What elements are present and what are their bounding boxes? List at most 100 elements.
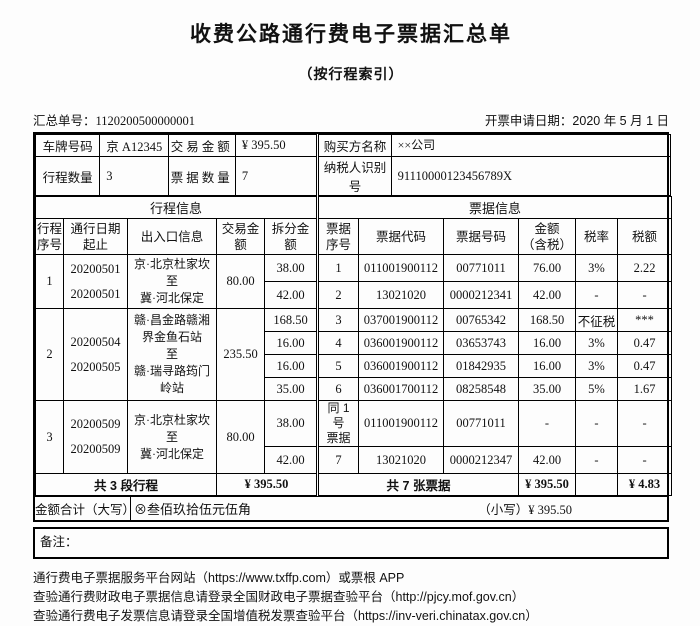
col-split-amount: 拆分金额 (264, 218, 318, 255)
footer-line-fiscal-check: 查验通行费财政电子票据信息请登录全国财政电子票据查验平台（http://pjcy… (33, 590, 525, 604)
ticket-seq: 4 (316, 331, 359, 355)
ticket-rate: 5% (575, 377, 618, 401)
total-amount-tax-incl: ¥ 395.50 (518, 473, 576, 496)
ticket-rate: - (575, 281, 618, 309)
ticket-tax: - (616, 400, 673, 447)
trip-count-value: 3 (99, 156, 169, 196)
summary-number-value: 1120200500000001 (95, 114, 196, 128)
grand-total-row: 金额合计（大写） ⊗叁佰玖拾伍元伍角 （小写）¥ 395.50 (35, 496, 667, 520)
plate-label: 车牌号码 (34, 134, 101, 157)
meta-row: 汇总单号：1120200500000001 开票申请日期：2020 年 5 月 … (33, 110, 669, 129)
grand-total-capital: ⊗叁佰玖拾伍元伍角 (134, 502, 252, 517)
ticket-number: 00771011 (443, 254, 519, 282)
table-row: 车牌号码 京 A12345 交易金额 ¥ 395.50 购买方名称 ××公司 (34, 134, 672, 157)
ticket-seq: 1 (316, 254, 359, 282)
ticket-number: 0000212347 (443, 446, 519, 474)
table-row: 2 20200504 20200505 赣·昌金路赣湘 界金鱼石站 至 赣·瑞寻… (35, 308, 673, 401)
col-tax-amount: 税额 (616, 218, 673, 255)
remark-label: 备注： (40, 535, 78, 549)
remark-box: 备注： (33, 527, 669, 559)
ticket-seq: 2 (316, 281, 359, 309)
trip-dates: 20200504 20200505 (63, 308, 128, 401)
taxid-value: 91110000123456789X (390, 156, 672, 196)
ticket-split: 38.00 (264, 400, 318, 447)
buyer-label: 购买方名称 (316, 134, 392, 157)
issue-date: 开票申请日期：2020 年 5 月 1 日 (485, 110, 669, 129)
page-subtitle: （按行程索引） (298, 66, 404, 82)
trip-date-end: 20200509 (70, 442, 121, 456)
grand-total-small: （小写）¥ 395.50 (478, 503, 572, 517)
buyer-value: ××公司 (390, 134, 672, 157)
ticket-code: 036001900112 (358, 354, 444, 378)
total-tickets: 共 7 张票据 (316, 473, 519, 496)
trips-table: 行程信息 票据信息 行程 序号 通行日期 起止 出入口信息 交易金额 拆分金额 … (35, 196, 673, 496)
ticket-amount: 168.50 (518, 308, 576, 332)
trip-date-end: 20200505 (70, 359, 121, 374)
ticket-number: 0000212341 (443, 281, 519, 309)
ticket-tax: 2.22 (616, 254, 673, 282)
ticket-code: 13021020 (358, 281, 444, 309)
plate-value: 京 A12345 (99, 134, 169, 157)
ticket-count-label: 票据数量 (167, 156, 236, 196)
ticket-tax: 0.47 (616, 331, 673, 355)
col-ticket-seq: 票据 序号 (316, 218, 359, 255)
col-amount-tax-incl: 金额 （含税） (518, 218, 576, 255)
amount-label: 交易金额 (167, 134, 236, 157)
ticket-code: 037001900112 (358, 308, 444, 332)
col-ticket-code: 票据代码 (358, 218, 444, 255)
ticket-number: 00771011 (443, 400, 519, 447)
trip-seq: 1 (35, 254, 64, 309)
ticket-number: 03653743 (443, 331, 519, 355)
ticket-seq: 3 (316, 308, 359, 332)
ticket-split: 16.00 (264, 331, 318, 355)
totals-row: 共 3 段行程 ¥ 395.50 共 7 张票据 ¥ 395.50 ¥ 4.83 (35, 473, 673, 496)
ticket-split: 42.00 (264, 446, 318, 474)
col-tax-rate: 税率 (575, 218, 618, 255)
summary-number-label: 汇总单号： (33, 114, 96, 128)
ticket-split: 16.00 (264, 354, 318, 378)
col-ticket-number: 票据号码 (443, 218, 519, 255)
trip-amount: 235.50 (216, 308, 265, 401)
ticket-seq: 5 (316, 354, 359, 378)
ticket-number: 01842935 (443, 354, 519, 378)
ticket-tax: 1.67 (616, 377, 673, 401)
column-header-row: 行程 序号 通行日期 起止 出入口信息 交易金额 拆分金额 票据 序号 票据代码… (35, 218, 673, 255)
ticket-rate: - (575, 400, 618, 447)
table-row: 3 20200509 20200509 京·北京杜家坎 至 冀·河北保定 80.… (35, 400, 673, 474)
ticket-seq: 6 (316, 377, 359, 401)
table-row: 行程数量 3 票据数量 7 纳税人识别号 91110000123456789X (34, 156, 672, 196)
trip-amount: 80.00 (216, 400, 265, 474)
trip-seq: 2 (35, 308, 64, 401)
footer-line-vat-check: 查验通行费电子发票信息请登录全国增值税发票查验平台（https://inv-ve… (33, 609, 538, 623)
grand-total-label: 金额合计（大写） (35, 497, 135, 520)
trip-date-start: 20200509 (70, 417, 121, 431)
ticket-rate: 不征税 (575, 308, 618, 332)
ticket-rate: - (575, 446, 618, 474)
section-header-row: 行程信息 票据信息 (35, 196, 673, 219)
section-trip-info: 行程信息 (35, 196, 318, 219)
issue-date-label: 开票申请日期： (484, 114, 573, 128)
summary-number: 汇总单号：1120200500000001 (33, 110, 195, 129)
ticket-amount: 35.00 (518, 377, 576, 401)
ticket-code: 011001900112 (358, 254, 444, 282)
page-title: 收费公路通行费电子票据汇总单 (190, 23, 512, 46)
trip-route: 京·北京杜家坎 至 冀·河北保定 (127, 400, 217, 474)
taxid-label: 纳税人识别号 (316, 156, 392, 196)
ticket-seq: 7 (316, 446, 359, 474)
ticket-split: 168.50 (264, 308, 318, 332)
info-table: 车牌号码 京 A12345 交易金额 ¥ 395.50 购买方名称 ××公司 行… (34, 134, 672, 196)
trip-dates: 20200509 20200509 (63, 400, 128, 474)
grand-total-body: ⊗叁佰玖拾伍元伍角 （小写）¥ 395.50 (131, 499, 667, 518)
trip-date-end: 20200501 (70, 286, 121, 301)
footer-line-platform: 通行费电子票据服务平台网站（https://www.txffp.com）或票根 … (33, 571, 405, 585)
trip-route: 京·北京杜家坎 至 冀·河北保定 (127, 254, 217, 309)
col-trip-seq: 行程 序号 (35, 218, 64, 255)
ticket-code: 036001700112 (358, 377, 444, 401)
table-row: 1 20200501 20200501 京·北京杜家坎 至 冀·河北保定 80.… (35, 254, 673, 309)
summary-table: 车牌号码 京 A12345 交易金额 ¥ 395.50 购买方名称 ××公司 行… (33, 132, 673, 522)
trip-count-label: 行程数量 (34, 156, 101, 196)
col-date-range: 通行日期 起止 (63, 218, 128, 255)
footer-notes: 通行费电子票据服务平台网站（https://www.txffp.com）或票根 … (33, 569, 669, 626)
ticket-amount: 16.00 (518, 331, 576, 355)
